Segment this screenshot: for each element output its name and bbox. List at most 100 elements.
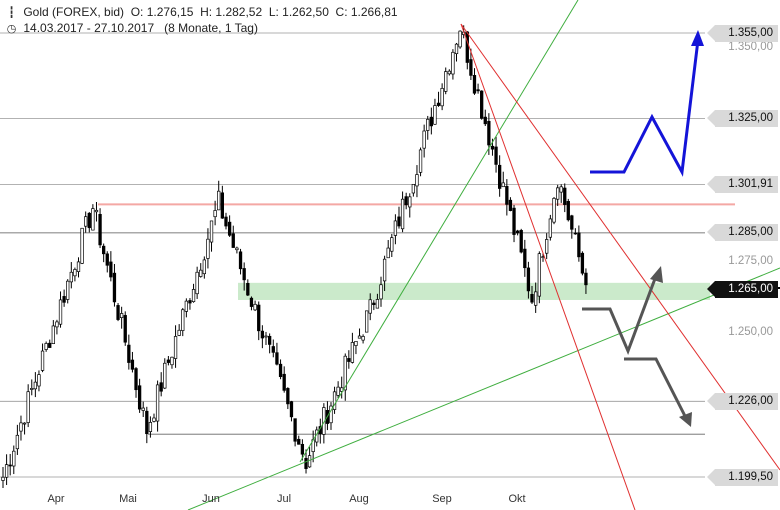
candle xyxy=(105,253,109,266)
candle xyxy=(487,120,491,146)
candle xyxy=(102,245,106,255)
x-tick-label: Mai xyxy=(119,493,137,505)
price-level-label: 1.285,00 xyxy=(707,224,778,242)
candle xyxy=(271,346,275,353)
candle xyxy=(573,232,577,235)
candle xyxy=(44,343,48,350)
price-level-label: 1.325,00 xyxy=(707,110,778,128)
candle xyxy=(397,216,401,227)
candle xyxy=(278,363,283,378)
candle xyxy=(109,261,113,278)
candle xyxy=(584,272,588,286)
candle xyxy=(429,116,433,127)
candle xyxy=(177,329,181,336)
candle xyxy=(235,247,239,251)
candle xyxy=(526,267,531,292)
candle xyxy=(69,271,73,283)
bullish-scenario-path xyxy=(590,39,700,177)
candle xyxy=(483,116,487,125)
candle xyxy=(343,355,347,391)
candle xyxy=(242,268,246,281)
candle xyxy=(505,185,509,205)
x-tick-label: Apr xyxy=(47,493,65,505)
candle xyxy=(494,146,498,165)
candle xyxy=(112,272,117,303)
date-range: 14.03.2017 - 27.10.2017 xyxy=(23,21,155,35)
candle xyxy=(22,422,27,425)
candle xyxy=(127,344,131,363)
candle xyxy=(119,313,124,319)
candle xyxy=(275,352,279,365)
candle xyxy=(184,300,189,312)
candle xyxy=(386,247,390,259)
candle xyxy=(372,302,376,306)
candle xyxy=(33,381,38,390)
candle xyxy=(260,330,265,339)
price-level-label: 1.226,00 xyxy=(707,392,778,410)
candle xyxy=(8,464,12,467)
candle xyxy=(361,336,365,341)
candle xyxy=(76,261,81,272)
candle xyxy=(444,71,448,92)
candle xyxy=(12,450,16,467)
candle xyxy=(134,368,138,391)
candle xyxy=(87,212,91,229)
chart-header-line1: ┇ Gold (FOREX, bid) O: 1.276,15 H: 1.282… xyxy=(6,5,398,19)
candle xyxy=(379,284,383,300)
candlestick-icon: ┇ xyxy=(8,7,15,19)
candle xyxy=(141,407,145,411)
x-tick-label: Aug xyxy=(349,493,369,505)
candle xyxy=(145,410,149,435)
candle xyxy=(166,359,171,363)
candle xyxy=(512,207,516,235)
candle xyxy=(181,309,185,331)
candle xyxy=(66,280,70,300)
candle xyxy=(293,418,297,442)
rebound-arrow-head xyxy=(650,266,663,283)
candle xyxy=(4,464,9,478)
x-tick-label: Jun xyxy=(202,493,220,505)
candle xyxy=(94,209,99,213)
candle xyxy=(559,186,563,193)
candle xyxy=(490,145,495,150)
candle xyxy=(282,373,286,391)
candle xyxy=(249,297,254,307)
candle xyxy=(548,218,553,238)
candle xyxy=(408,196,412,208)
candle xyxy=(73,269,77,277)
candle xyxy=(332,391,337,410)
candle xyxy=(458,30,462,48)
candle xyxy=(300,443,305,455)
candle xyxy=(199,269,203,277)
y-tick-label: 1.275,00 xyxy=(728,254,773,267)
candle xyxy=(563,187,567,205)
candle xyxy=(415,174,419,187)
candle xyxy=(350,342,355,363)
candle xyxy=(368,299,372,314)
candle xyxy=(217,190,221,211)
candle xyxy=(58,299,63,325)
candle xyxy=(418,149,423,173)
candle xyxy=(465,31,469,63)
candle xyxy=(98,213,102,246)
candle xyxy=(238,251,243,270)
candle xyxy=(116,305,120,320)
ohlc-readout: O: 1.276,15 H: 1.282,52 L: 1.262,50 C: 1… xyxy=(130,5,398,19)
candle xyxy=(152,417,156,422)
candle xyxy=(213,210,217,218)
candle xyxy=(329,405,333,424)
candle xyxy=(173,336,178,359)
candle xyxy=(163,362,167,389)
price-level-label: 1.301,91 xyxy=(707,176,778,194)
candle xyxy=(365,310,369,333)
candle xyxy=(297,438,301,445)
candle xyxy=(447,70,451,75)
candle xyxy=(123,315,127,343)
candle xyxy=(40,350,45,371)
candle xyxy=(440,87,444,107)
candle xyxy=(264,335,268,338)
candle xyxy=(289,401,294,418)
clock-icon: ◷ xyxy=(6,23,17,35)
candle xyxy=(515,230,520,234)
